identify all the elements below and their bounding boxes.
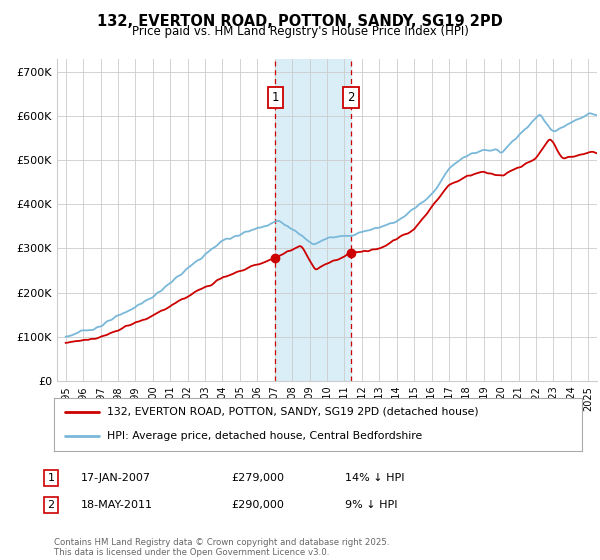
Text: 18-MAY-2011: 18-MAY-2011	[81, 500, 153, 510]
Text: 2: 2	[347, 91, 355, 104]
Text: 132, EVERTON ROAD, POTTON, SANDY, SG19 2PD: 132, EVERTON ROAD, POTTON, SANDY, SG19 2…	[97, 14, 503, 29]
Text: £290,000: £290,000	[231, 500, 284, 510]
Text: Contains HM Land Registry data © Crown copyright and database right 2025.
This d: Contains HM Land Registry data © Crown c…	[54, 538, 389, 557]
Text: 17-JAN-2007: 17-JAN-2007	[81, 473, 151, 483]
Text: 2: 2	[47, 500, 55, 510]
Bar	[275, 59, 351, 381]
Text: 132, EVERTON ROAD, POTTON, SANDY, SG19 2PD (detached house): 132, EVERTON ROAD, POTTON, SANDY, SG19 2…	[107, 407, 478, 417]
Text: 14% ↓ HPI: 14% ↓ HPI	[345, 473, 404, 483]
Text: 1: 1	[47, 473, 55, 483]
Text: 1: 1	[272, 91, 279, 104]
Text: Price paid vs. HM Land Registry's House Price Index (HPI): Price paid vs. HM Land Registry's House …	[131, 25, 469, 38]
Text: 9% ↓ HPI: 9% ↓ HPI	[345, 500, 398, 510]
Text: HPI: Average price, detached house, Central Bedfordshire: HPI: Average price, detached house, Cent…	[107, 431, 422, 441]
Text: £279,000: £279,000	[231, 473, 284, 483]
